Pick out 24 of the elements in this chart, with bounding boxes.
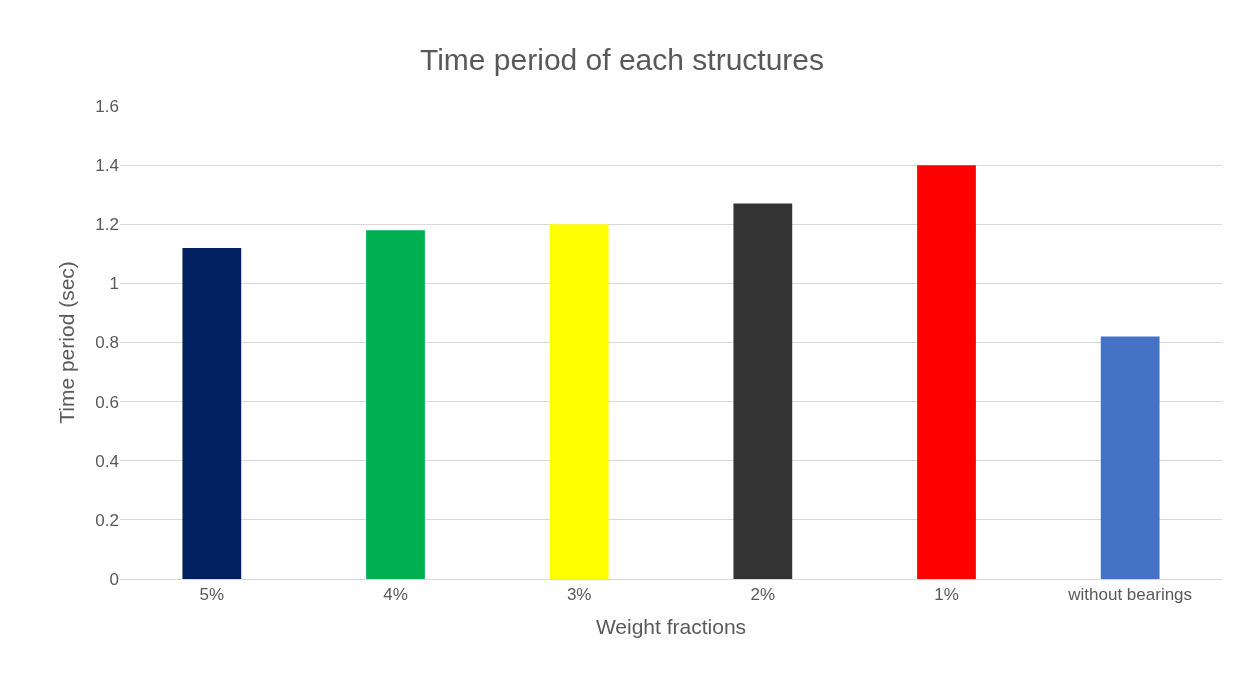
y-tick-label: 1.2 [95,215,119,235]
y-tick-label: 1.6 [95,96,119,116]
y-tick-label: 0.2 [95,510,119,530]
bar [366,230,425,579]
x-tick-label: 5% [199,585,225,605]
x-tick-label: 1% [934,585,959,605]
x-tick-label: without bearings [1067,585,1193,605]
bar [549,224,609,579]
x-tick-label: 2% [750,585,776,605]
y-tick-label: 0.8 [95,333,119,353]
x-axis-title: Weight fractions [595,614,747,638]
bar [182,247,242,579]
y-tick-label: 1.4 [95,156,119,176]
y-tick-label: 0 [109,569,119,589]
x-tick-label: 3% [566,585,592,605]
y-tick-label: 0.4 [95,451,119,471]
bar [917,165,976,579]
x-tick-label: 4% [383,585,408,605]
bar [1100,336,1160,579]
y-tick-label: 0.6 [95,392,119,412]
y-axis-title: Time period (sec) [54,261,78,424]
y-tick-label: 1 [109,274,119,294]
chart-title: Time period of each structures [419,42,825,76]
bar [733,203,793,579]
